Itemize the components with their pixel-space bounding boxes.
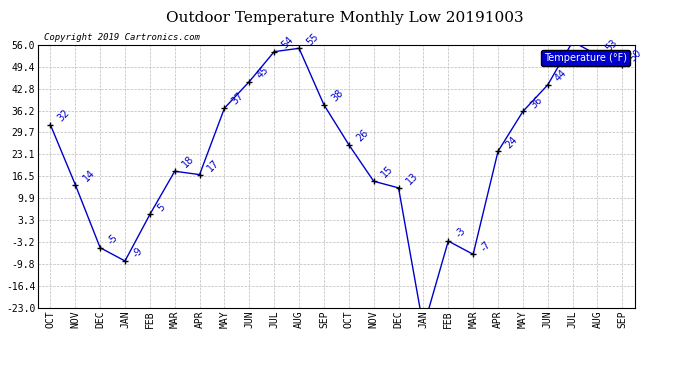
Text: 18: 18: [180, 154, 196, 170]
Text: 15: 15: [380, 164, 395, 180]
Legend: Temperature (°F): Temperature (°F): [541, 50, 630, 66]
Text: 44: 44: [553, 68, 569, 84]
Text: -3: -3: [454, 226, 468, 240]
Text: Copyright 2019 Cartronics.com: Copyright 2019 Cartronics.com: [44, 33, 200, 42]
Text: -7: -7: [479, 239, 493, 253]
Text: -5: -5: [106, 232, 119, 246]
Text: 50: 50: [628, 48, 644, 63]
Text: Outdoor Temperature Monthly Low 20191003: Outdoor Temperature Monthly Low 20191003: [166, 11, 524, 25]
Text: 14: 14: [81, 167, 97, 183]
Text: -9: -9: [130, 246, 144, 260]
Text: 26: 26: [355, 128, 371, 143]
Text: 36: 36: [529, 94, 544, 110]
Text: 5: 5: [155, 202, 167, 213]
Text: 17: 17: [205, 158, 221, 173]
Text: 55: 55: [304, 31, 321, 47]
Text: 45: 45: [255, 64, 270, 80]
Text: -29: -29: [0, 374, 1, 375]
Text: 24: 24: [504, 134, 520, 150]
Text: 53: 53: [603, 38, 619, 54]
Text: 38: 38: [330, 88, 345, 104]
Text: 54: 54: [279, 34, 295, 50]
Text: 37: 37: [230, 91, 246, 107]
Text: 57: 57: [0, 374, 1, 375]
Text: 32: 32: [56, 108, 72, 123]
Text: 13: 13: [404, 171, 420, 186]
